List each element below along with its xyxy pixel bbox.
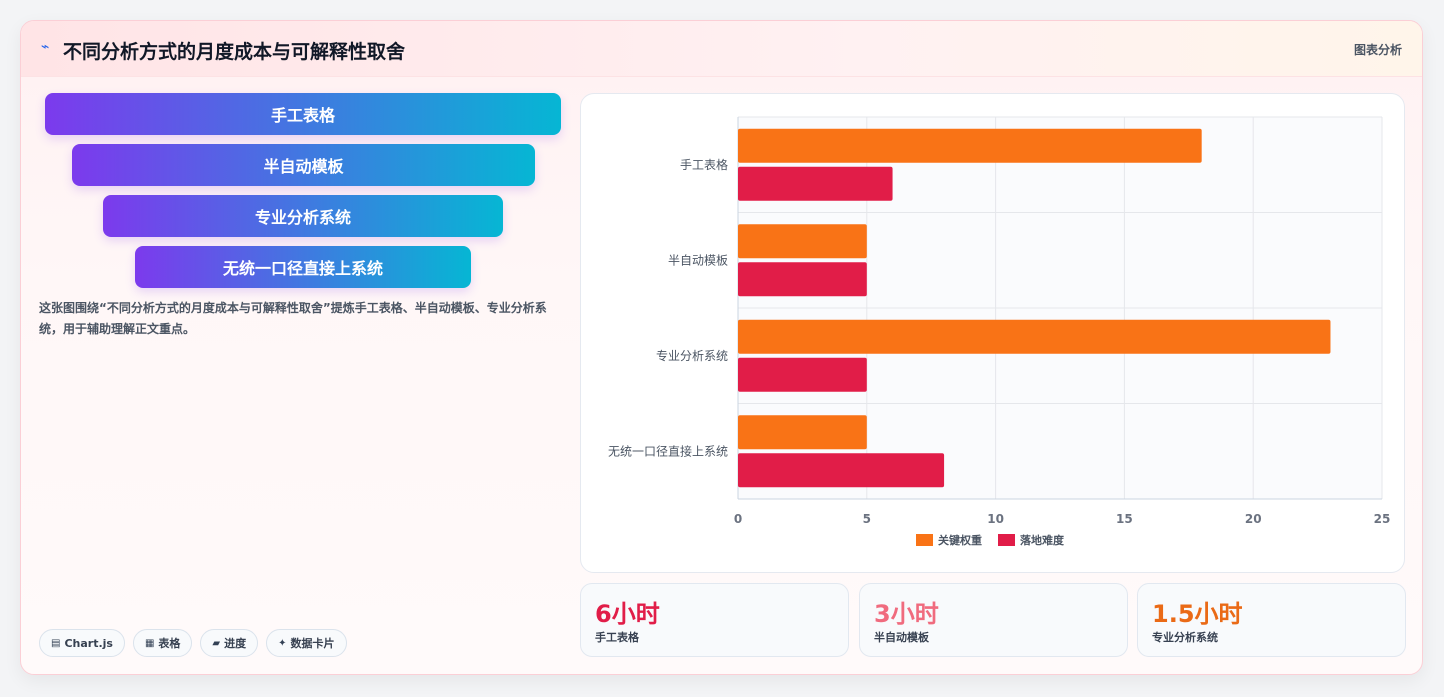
- x-tick-label: 10: [987, 512, 1004, 526]
- y-tick-label: 专业分析系统: [656, 348, 728, 363]
- bar: [738, 453, 945, 488]
- x-tick-label: 5: [863, 512, 871, 526]
- legend-swatch: [916, 534, 933, 546]
- bar: [738, 166, 893, 201]
- x-tick-label: 25: [1374, 512, 1391, 526]
- chip-label: 数据卡片: [290, 637, 335, 650]
- header-tag: 图表分析: [1353, 43, 1402, 57]
- stat-card-semi-auto: 3小时 半自动模板: [859, 583, 1128, 657]
- y-tick-label: 半自动模板: [668, 253, 728, 267]
- stat-label: 专业分析系统: [1152, 631, 1218, 644]
- bar: [738, 319, 1331, 354]
- stat-label: 半自动模板: [874, 631, 929, 644]
- legend-label: 落地难度: [1020, 533, 1065, 547]
- chip-row: ▤ Chart.js ▦ 表格 ▰ 进度 ✦ 数据卡片: [39, 629, 347, 657]
- chip-data-card[interactable]: ✦ 数据卡片: [266, 629, 347, 657]
- stat-card-manual: 6小时 手工表格: [580, 583, 849, 657]
- stat-label: 手工表格: [595, 631, 639, 644]
- card-header: ⌁ 不同分析方式的月度成本与可解释性取舍 图表分析: [21, 21, 1422, 77]
- stat-card-pro-system: 1.5小时 专业分析系统: [1137, 583, 1406, 657]
- x-tick-label: 15: [1116, 512, 1133, 526]
- chart-icon: ▤: [51, 637, 61, 649]
- y-tick-label: 无统一口径直接上系统: [608, 443, 728, 458]
- funnel-step-3: 专业分析系统: [103, 195, 503, 237]
- analysis-card: ⌁ 不同分析方式的月度成本与可解释性取舍 图表分析 手工表格 半自动模板 专业分…: [20, 20, 1423, 675]
- bar: [738, 357, 867, 392]
- pin-icon: ⌁: [41, 39, 50, 55]
- chip-table[interactable]: ▦ 表格: [132, 629, 193, 657]
- bar: [738, 224, 867, 259]
- stat-value: 3小时: [874, 600, 939, 628]
- table-icon: ▦: [144, 637, 155, 649]
- stat-value: 6小时: [595, 600, 660, 628]
- funnel-step-4: 无统一口径直接上系统: [135, 246, 471, 288]
- x-tick-label: 0: [734, 512, 742, 526]
- bar: [738, 128, 1202, 163]
- x-tick-label: 20: [1245, 512, 1262, 526]
- chip-progress[interactable]: ▰ 进度: [200, 629, 259, 657]
- progress-icon: ▰: [212, 637, 221, 649]
- chip-label: Chart.js: [64, 636, 113, 650]
- legend-label: 关键权重: [938, 533, 982, 547]
- stat-value: 1.5小时: [1152, 600, 1243, 628]
- chart-description: 这张图围绕“不同分析方式的月度成本与可解释性取舍”提炼手工表格、半自动模板、专业…: [39, 301, 547, 336]
- chip-label: 进度: [224, 637, 247, 650]
- chart-panel: 0 5 10 15 20 25 手工表格半自动模板专业分析系统无统一口径直接上系统关键权重 落…: [580, 93, 1405, 573]
- y-tick-label: 手工表格: [680, 157, 728, 172]
- chip-chartjs[interactable]: ▤ Chart.js: [39, 629, 125, 657]
- page-title: 不同分析方式的月度成本与可解释性取舍: [63, 41, 406, 63]
- bar: [738, 415, 867, 450]
- chip-label: 表格: [158, 637, 181, 650]
- legend-swatch: [998, 534, 1015, 546]
- sparkle-icon: ✦: [278, 637, 287, 649]
- funnel-step-1: 手工表格: [45, 93, 561, 135]
- bar: [738, 262, 867, 297]
- funnel-step-2: 半自动模板: [72, 144, 535, 186]
